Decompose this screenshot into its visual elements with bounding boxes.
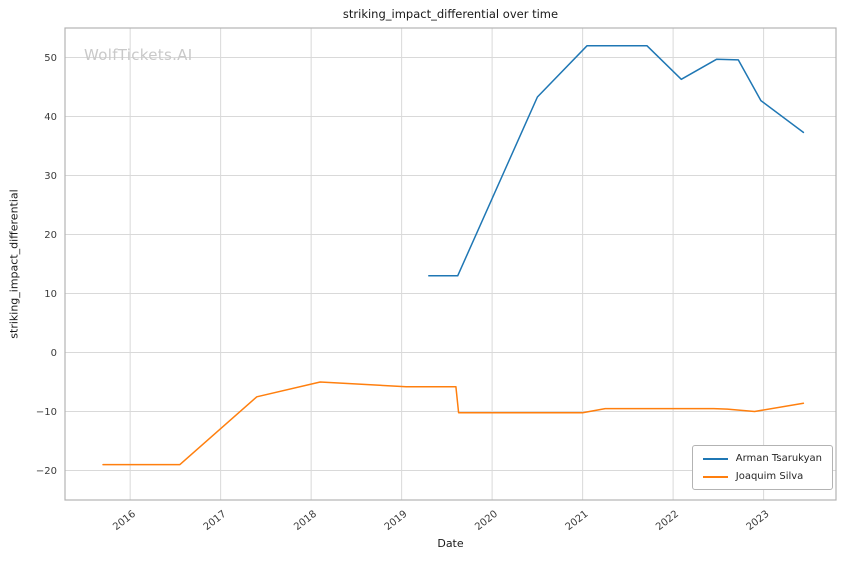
x-tick-label: 2021 — [564, 509, 591, 533]
legend-label: Joaquim Silva — [735, 471, 804, 482]
x-tick-label: 2018 — [292, 509, 319, 533]
legend-item: Joaquim Silva — [702, 471, 822, 482]
x-tick-label: 2016 — [111, 509, 138, 533]
y-tick-label: 50 — [44, 53, 57, 64]
x-tick-label: 2020 — [473, 509, 500, 533]
y-tick-label: −20 — [36, 466, 57, 477]
y-axis-label: striking_impact_differential — [7, 189, 21, 339]
plot-border — [64, 27, 837, 501]
watermark-text: WolfTickets.AI — [84, 46, 193, 64]
x-axis-label: Date — [437, 537, 464, 550]
legend-label: Arman Tsarukyan — [735, 453, 822, 464]
x-tick-label: 2017 — [202, 509, 229, 533]
x-tick-label: 2019 — [383, 509, 410, 533]
chart-title: striking_impact_differential over time — [342, 7, 559, 21]
y-tick-label: 40 — [44, 112, 57, 123]
y-tick-label: 10 — [44, 289, 57, 300]
legend-line-swatch — [702, 457, 728, 460]
series-line-1 — [102, 381, 805, 466]
x-tick-label: 2022 — [654, 509, 681, 533]
y-tick-label: −10 — [36, 407, 57, 418]
x-tick-label: 2023 — [745, 509, 772, 533]
legend-line-swatch — [702, 475, 728, 478]
legend-item: Arman Tsarukyan — [702, 453, 822, 464]
y-tick-label: 30 — [44, 171, 57, 182]
series-line-0 — [428, 44, 805, 277]
legend: Arman Tsarukyan Joaquim Silva — [691, 445, 833, 490]
y-tick-label: 20 — [44, 230, 57, 241]
y-tick-label: 0 — [51, 348, 57, 359]
